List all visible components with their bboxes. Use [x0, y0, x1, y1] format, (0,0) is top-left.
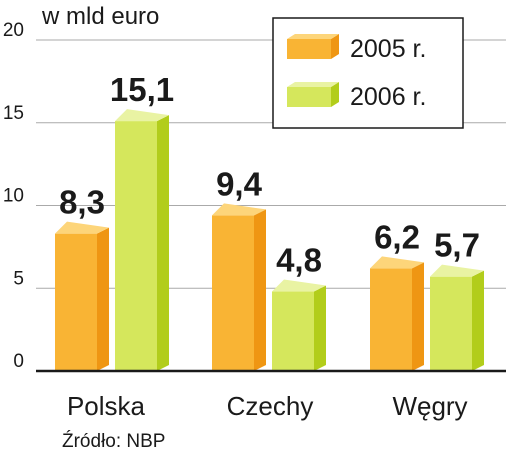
- y-tick-label: 10: [3, 186, 24, 207]
- bar-2005-węgry: [370, 256, 424, 371]
- unit-label: w mld euro: [41, 3, 159, 30]
- bar-front: [115, 121, 157, 371]
- legend-swatch-2006: [287, 82, 339, 107]
- value-label: 5,7: [434, 227, 480, 264]
- legend: 2005 r. 2006 r.: [272, 17, 464, 129]
- bars: [55, 109, 484, 371]
- bar-side: [472, 270, 484, 371]
- legend-swatch-top: [287, 82, 339, 87]
- value-label: 8,3: [59, 184, 105, 221]
- y-axis-ticks: 0 5 10 15 20: [3, 20, 24, 372]
- bar-2005-czechy: [212, 203, 266, 371]
- value-label: 9,4: [216, 165, 263, 202]
- bar-2006-polska: [115, 109, 169, 371]
- bar-front: [212, 215, 254, 371]
- legend-swatch-front: [287, 87, 331, 107]
- legend-swatch-top: [287, 34, 339, 39]
- y-tick-label: 0: [13, 351, 24, 372]
- value-label: 6,2: [374, 218, 420, 255]
- bar-front: [55, 233, 97, 371]
- bar-top: [370, 256, 424, 269]
- legend-swatch-side: [331, 82, 339, 107]
- bar-front: [272, 291, 314, 371]
- bar-2006-czechy: [272, 279, 326, 371]
- y-tick-label: 15: [3, 103, 24, 124]
- bar-side: [412, 262, 424, 371]
- legend-swatch-front: [287, 39, 331, 59]
- legend-swatch-side: [331, 34, 339, 59]
- x-axis-categories: Polska Czechy Węgry: [67, 391, 468, 421]
- bar-top: [272, 279, 326, 292]
- bar-top: [430, 264, 484, 277]
- legend-label: 2006 r.: [350, 83, 426, 111]
- bar-side: [254, 209, 266, 371]
- category-label: Czechy: [227, 391, 314, 421]
- y-tick-label: 20: [3, 20, 24, 41]
- bar-2006-węgry: [430, 264, 484, 371]
- y-tick-label: 5: [13, 268, 24, 289]
- category-label: Polska: [67, 391, 146, 421]
- legend-label: 2005 r.: [350, 35, 426, 63]
- category-label: Węgry: [392, 391, 467, 421]
- bar-side: [157, 115, 169, 371]
- value-label: 4,8: [276, 242, 322, 279]
- bar-side: [97, 227, 109, 371]
- bar-top: [55, 221, 109, 234]
- bar-side: [314, 285, 326, 371]
- legend-swatch-2005: [287, 34, 339, 59]
- value-labels: 8,3 15,1 9,4 4,8 6,2 5,7: [59, 71, 480, 278]
- bar-top: [212, 203, 266, 216]
- source-note: Źródło: NBP: [62, 431, 165, 452]
- bar-2005-polska: [55, 221, 109, 371]
- bar-front: [370, 268, 412, 371]
- bar-top: [115, 109, 169, 122]
- bar-front: [430, 276, 472, 371]
- value-label: 15,1: [110, 71, 174, 108]
